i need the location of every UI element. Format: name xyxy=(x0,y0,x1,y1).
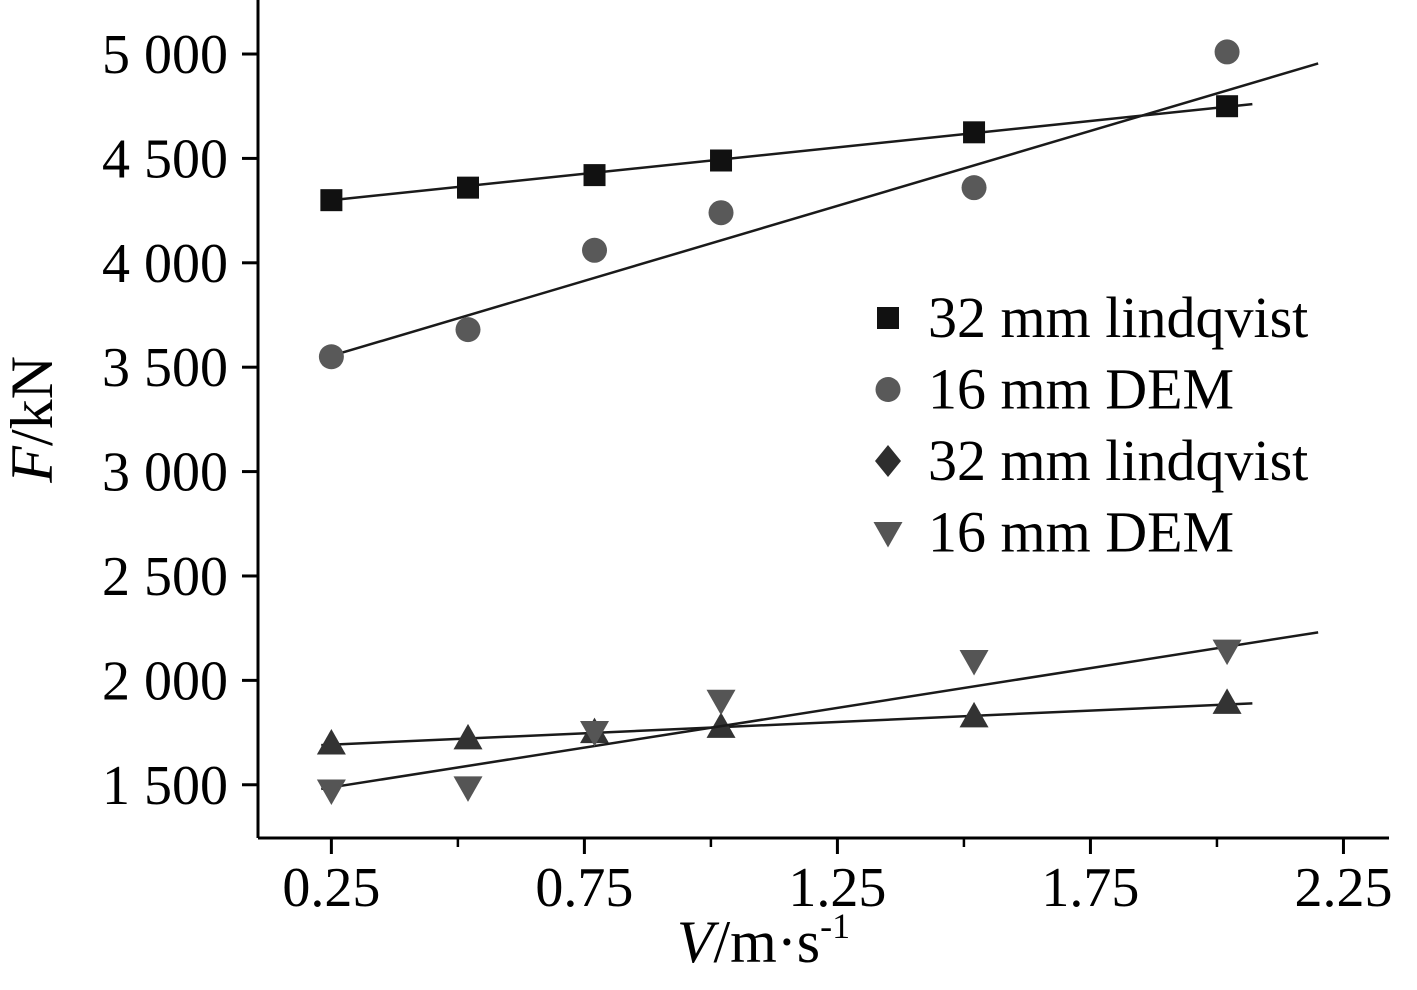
marker-circle xyxy=(455,317,481,343)
marker-square xyxy=(963,121,986,144)
series-3-triangle-up xyxy=(316,688,1253,755)
fit-line xyxy=(321,702,1253,747)
fit-line xyxy=(320,62,1319,361)
legend-label: 16 mm DEM xyxy=(928,500,1234,565)
marker-triangle-down xyxy=(959,650,989,676)
x-tick-label: 1.25 xyxy=(788,857,886,919)
y-axis-label: F/kN xyxy=(0,356,65,484)
y-tick-label: 2 500 xyxy=(102,546,228,608)
marker-square xyxy=(320,189,343,212)
marker-circle xyxy=(1214,39,1240,65)
marker-triangle-down xyxy=(706,689,736,716)
y-tick-label: 3 000 xyxy=(102,442,228,504)
fit-line xyxy=(321,631,1319,791)
marker-diamond xyxy=(875,445,901,477)
marker-triangle-down xyxy=(1212,639,1242,666)
marker-square xyxy=(583,164,606,187)
x-tick-label: 2.25 xyxy=(1294,857,1392,919)
marker-triangle-down xyxy=(316,779,346,805)
y-tick-label: 4 500 xyxy=(102,128,228,190)
marker-circle xyxy=(582,237,608,263)
marker-triangle-down xyxy=(580,721,610,747)
marker-square xyxy=(877,307,899,329)
marker-triangle-down xyxy=(873,522,903,548)
x-tick-label: 1.75 xyxy=(1041,857,1139,919)
marker-triangle-up xyxy=(316,729,346,755)
marker-circle xyxy=(318,344,344,370)
marker-square xyxy=(457,176,480,199)
y-tick-label: 2 000 xyxy=(102,650,228,712)
marker-triangle-down xyxy=(453,776,483,802)
x-axis-label: V/m·s-1 xyxy=(677,906,850,975)
legend-label: 16 mm DEM xyxy=(928,357,1234,422)
marker-square xyxy=(1216,95,1239,118)
series-1-square xyxy=(320,95,1253,212)
marker-triangle-up xyxy=(453,723,483,750)
y-tick-label: 3 500 xyxy=(102,337,228,399)
legend-label: 32 mm lindqvist xyxy=(928,428,1308,493)
series-4-triangle-down xyxy=(316,631,1319,805)
axes: 0.25 0.75 1.25 1.75 2.25 1 500 2 000 2 500 3 000… xyxy=(0,0,1392,975)
marker-circle xyxy=(708,200,734,226)
x-tick-label: 0.25 xyxy=(282,857,380,919)
marker-circle xyxy=(961,175,987,201)
y-tick-label: 1 500 xyxy=(102,755,228,817)
series-2-circle xyxy=(318,39,1319,370)
y-tick-label: 4 000 xyxy=(102,233,228,295)
x-tick-label: 0.75 xyxy=(535,857,633,919)
marker-triangle-up xyxy=(959,701,989,728)
marker-circle xyxy=(875,377,901,402)
marker-square xyxy=(710,149,733,172)
y-tick-label: 5 000 xyxy=(102,24,228,86)
legend-label: 32 mm lindqvist xyxy=(928,285,1308,350)
marker-triangle-up xyxy=(1212,688,1242,714)
